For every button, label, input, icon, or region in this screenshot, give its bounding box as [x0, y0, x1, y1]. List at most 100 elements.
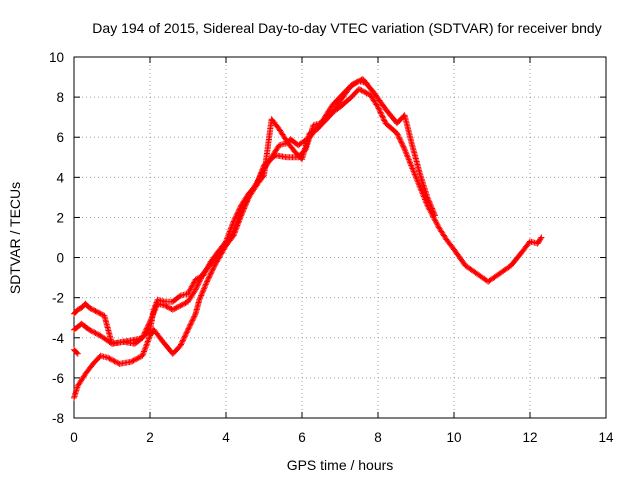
data-point: [74, 350, 81, 357]
data-point: [337, 83, 354, 105]
data-point: [169, 303, 183, 313]
data-point: [169, 293, 183, 305]
data-point: [230, 213, 244, 239]
data-point: [314, 119, 327, 133]
data-point: [71, 307, 80, 317]
data-point: [185, 288, 198, 305]
data-point: [435, 224, 449, 242]
data-point: [139, 320, 153, 341]
y-tick-label: 0: [56, 251, 64, 266]
data-point: [276, 126, 289, 143]
y-tick-label: 2: [56, 210, 64, 225]
data-point: [413, 174, 430, 207]
data-point: [519, 239, 532, 255]
data-point: [101, 312, 115, 346]
data-point: [496, 263, 513, 277]
x-tick-label: 12: [522, 430, 537, 445]
data-point: [306, 126, 319, 137]
y-tick-label: -8: [52, 411, 64, 426]
data-point: [177, 299, 190, 309]
x-tick-label: 0: [70, 430, 78, 445]
data-point: [223, 233, 236, 249]
data-point: [196, 280, 210, 303]
series-3: [71, 76, 438, 347]
x-tick-label: 6: [298, 430, 306, 445]
data-point: [139, 334, 153, 359]
data-point: [128, 353, 145, 365]
data-point: [185, 312, 198, 333]
y-tick-label: -6: [52, 371, 64, 386]
data-point: [321, 111, 335, 125]
data-point: [177, 328, 191, 349]
y-tick-label: -4: [52, 331, 64, 346]
data-point: [86, 304, 99, 314]
data-point: [200, 261, 213, 277]
data-point: [416, 170, 430, 199]
data-point: [192, 271, 206, 293]
data-point: [207, 249, 221, 267]
y-axis-label: SDTVAR / TECUs: [7, 182, 23, 294]
data-point: [424, 194, 438, 218]
data-point: [359, 76, 377, 95]
data-point: [230, 203, 244, 225]
data-point: [394, 130, 407, 151]
data-point: [268, 116, 282, 131]
data-point: [150, 326, 164, 342]
x-tick-label: 4: [222, 430, 230, 445]
data-point: [299, 131, 313, 163]
x-tick-label: 14: [598, 430, 614, 445]
data-point: [401, 112, 415, 147]
data-point: [78, 320, 92, 332]
data-point: [508, 249, 525, 269]
data-point: [451, 246, 468, 268]
data-point: [356, 86, 373, 98]
data-point: [192, 298, 202, 317]
data-point: [71, 346, 80, 356]
data-point: [371, 90, 388, 111]
x-axis-label: GPS time / hours: [287, 457, 394, 473]
axis-ticks: 0 2 4 6 8 10 12 14 -8 -6 -4 -2 0 2 4 6 8 10: [49, 50, 614, 445]
data-point: [382, 106, 400, 125]
data-point: [74, 305, 84, 313]
data-point: [443, 236, 457, 252]
x-tick-label: 8: [374, 430, 382, 445]
data-point: [238, 195, 252, 219]
data-point: [185, 278, 198, 297]
data-point: [538, 234, 545, 241]
y-tick-label: 8: [56, 90, 64, 105]
data-point: [169, 343, 183, 357]
x-tick-label: 2: [146, 430, 154, 445]
data-point: [82, 300, 92, 310]
data-point: [82, 362, 95, 377]
data-point: [337, 95, 354, 111]
data-point: [485, 271, 502, 285]
data-point: [261, 117, 275, 179]
grid-lines: [74, 57, 606, 418]
data-point: [462, 262, 479, 276]
data-point: [204, 263, 217, 285]
y-tick-label: 10: [49, 50, 64, 65]
series-4: [71, 346, 81, 357]
data-point: [329, 99, 343, 117]
data-point: [215, 243, 228, 255]
data-point: [90, 354, 103, 367]
data-point: [367, 92, 381, 109]
data-point: [93, 308, 107, 318]
data-point: [74, 372, 88, 389]
plot-frame: [73, 56, 607, 419]
x-tick-label: 10: [446, 430, 461, 445]
y-tick-label: 6: [56, 130, 64, 145]
data-point: [283, 138, 297, 153]
data-point: [245, 183, 259, 201]
data-point: [158, 336, 175, 356]
data-point: [401, 146, 419, 179]
data-point: [375, 104, 388, 125]
data-point: [409, 142, 423, 175]
y-tick-label: -2: [52, 291, 64, 306]
data-point: [382, 120, 399, 136]
data-point: [253, 173, 267, 189]
data-point: [268, 143, 282, 161]
data-marks: [71, 76, 545, 401]
data-point: [86, 326, 103, 339]
